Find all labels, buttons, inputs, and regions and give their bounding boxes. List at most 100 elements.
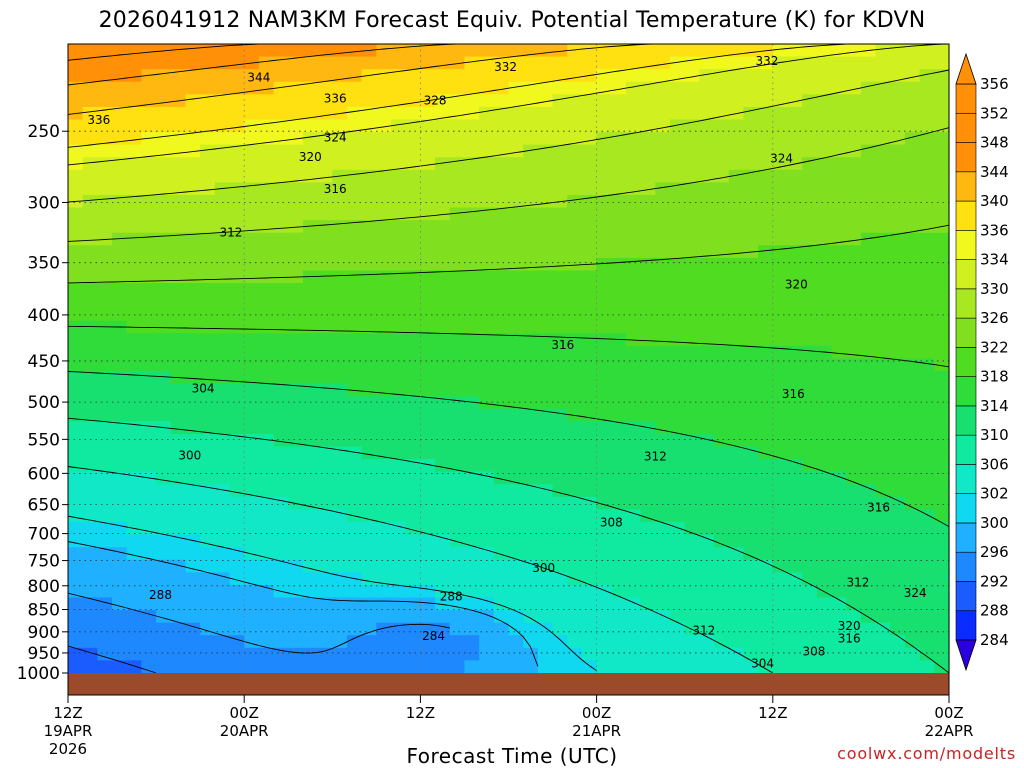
- field-cell: [875, 358, 891, 372]
- field-cell: [552, 144, 568, 158]
- field-cell: [68, 283, 84, 297]
- field-cell: [567, 182, 583, 196]
- field-cell: [846, 81, 862, 95]
- field-cell: [904, 270, 921, 284]
- field-cell: [684, 396, 700, 410]
- field-cell: [875, 44, 891, 58]
- field-cell: [346, 345, 363, 360]
- field-cell: [229, 207, 245, 221]
- field-cell: [640, 446, 656, 460]
- field-cell: [273, 333, 289, 347]
- field-cell: [126, 433, 143, 448]
- colorbar-label: 318: [980, 368, 1009, 386]
- field-cell: [802, 396, 818, 410]
- field-cell: [214, 547, 231, 561]
- field-cell: [376, 232, 392, 246]
- field-cell: [875, 647, 891, 662]
- field-cell: [244, 471, 260, 485]
- field-cell: [611, 257, 627, 272]
- field-cell: [126, 144, 143, 158]
- field-cell: [816, 257, 833, 272]
- field-cell: [273, 496, 289, 511]
- field-cell: [156, 194, 172, 209]
- field-cell: [317, 257, 333, 272]
- field-cell: [875, 320, 891, 334]
- field-cell: [846, 534, 862, 548]
- field-cell: [376, 559, 392, 573]
- field-cell: [581, 333, 598, 347]
- field-cell: [229, 459, 245, 473]
- field-cell: [552, 647, 568, 662]
- field-cell: [670, 371, 686, 385]
- field-cell: [376, 622, 392, 636]
- field-cell: [860, 106, 877, 121]
- field-cell: [288, 610, 304, 624]
- field-cell: [875, 635, 891, 649]
- field-cell: [934, 471, 950, 485]
- field-cell: [904, 132, 921, 146]
- field-cell: [567, 584, 583, 599]
- field-cell: [112, 459, 128, 473]
- field-cell: [361, 119, 377, 133]
- field-cell: [581, 182, 598, 196]
- contour-line: [67, 127, 950, 242]
- field-cell: [317, 622, 333, 636]
- field-cell: [170, 597, 187, 611]
- field-cell: [273, 283, 289, 297]
- field-cell: [273, 610, 289, 624]
- field-cell: [611, 421, 627, 435]
- field-cell: [934, 194, 950, 209]
- field-cell: [875, 106, 891, 121]
- field-cell: [420, 132, 436, 146]
- field-cell: [728, 182, 745, 196]
- source-credit[interactable]: coolwx.com/modelts: [837, 744, 1016, 763]
- field-cell: [611, 446, 627, 460]
- y-tick-label: 250: [28, 122, 60, 142]
- field-cell: [919, 257, 935, 272]
- field-cell: [787, 610, 803, 624]
- field-cell: [758, 207, 774, 221]
- contour-label: 288: [149, 588, 172, 602]
- field-cell: [758, 622, 774, 636]
- field-cell: [581, 94, 598, 108]
- field-cell: [302, 257, 319, 272]
- field-cell: [802, 484, 818, 498]
- field-cell: [537, 622, 554, 636]
- field-cell: [537, 56, 554, 70]
- colorbar-label: 314: [980, 397, 1009, 415]
- field-cell: [479, 358, 495, 372]
- field-cell: [126, 345, 143, 360]
- field-cell: [170, 459, 187, 473]
- field-cell: [670, 484, 686, 498]
- field-cell: [200, 245, 216, 259]
- field-cell: [141, 345, 157, 360]
- field-cell: [391, 144, 407, 158]
- field-cell: [493, 408, 510, 422]
- field-cell: [493, 182, 510, 196]
- field-cell: [743, 383, 759, 397]
- field-cell: [537, 509, 554, 523]
- field-cell: [684, 584, 700, 599]
- field-cell: [567, 345, 583, 360]
- field-cell: [317, 207, 333, 221]
- field-cell: [200, 144, 216, 158]
- field-cell: [758, 257, 774, 272]
- field-cell: [156, 56, 172, 70]
- field-cell: [332, 597, 348, 611]
- field-cell: [919, 660, 935, 674]
- colorbar-label: 292: [980, 572, 1009, 590]
- field-cell: [332, 232, 348, 246]
- field-cell: [479, 106, 495, 121]
- field-cell: [288, 446, 304, 460]
- field-cell: [214, 622, 231, 636]
- field-cell: [479, 522, 495, 536]
- field-cell: [420, 371, 436, 385]
- colorbar-label: 306: [980, 455, 1009, 473]
- field-cell: [302, 534, 319, 548]
- field-cell: [97, 220, 113, 234]
- field-cell: [919, 245, 935, 259]
- field-cell: [258, 421, 275, 435]
- field-cell: [787, 270, 803, 284]
- field-cell: [449, 69, 466, 83]
